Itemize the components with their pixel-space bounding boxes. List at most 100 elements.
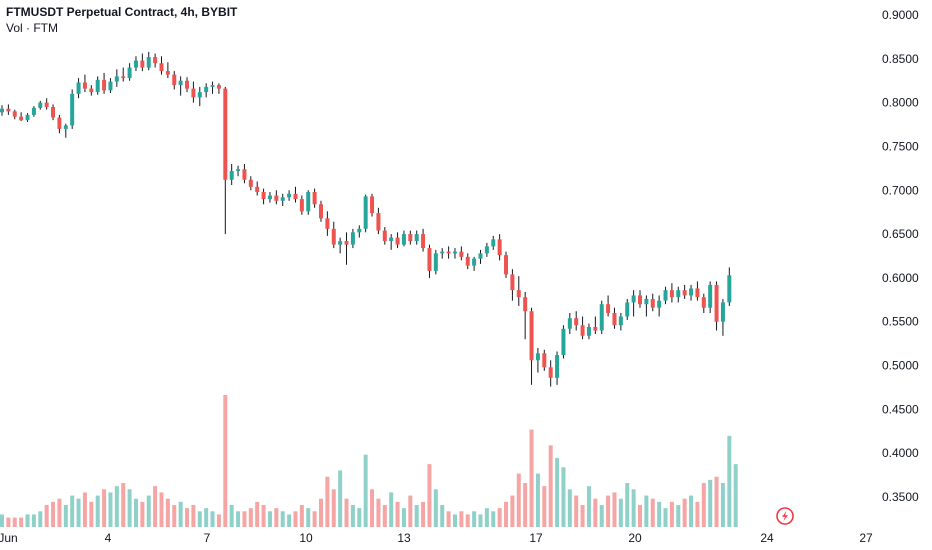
candle — [370, 193, 375, 217]
volume-bar — [708, 479, 713, 527]
time-tick-label: 27 — [859, 531, 873, 545]
candle-body — [599, 304, 604, 331]
candle-body — [389, 237, 394, 242]
volume-bar — [63, 505, 68, 527]
candle — [44, 98, 49, 110]
volume-bar — [121, 483, 126, 527]
volume-bar — [491, 511, 496, 527]
symbol-title[interactable]: FTMUSDT Perpetual Contract, 4h, BYBIT — [6, 5, 238, 19]
volume-bar — [229, 505, 234, 527]
candle-body — [401, 234, 406, 245]
candle-body — [242, 169, 247, 180]
candle — [669, 283, 674, 303]
candle — [720, 298, 725, 336]
candle-body — [638, 295, 642, 305]
chart-legend: FTMUSDT Perpetual Contract, 4h, BYBIT Vo… — [6, 4, 237, 36]
volume-bar — [440, 505, 445, 527]
candle — [51, 104, 56, 121]
candle-body — [676, 290, 681, 298]
candle — [682, 284, 687, 299]
candle — [114, 69, 119, 87]
price-tick-label: 0.6500 — [882, 227, 919, 241]
candle — [280, 193, 285, 207]
volume-bar — [197, 511, 202, 527]
volume-bar — [261, 505, 266, 527]
candle — [548, 360, 553, 387]
volume-bar — [146, 495, 151, 527]
candle-body — [153, 57, 158, 64]
candle-body — [312, 192, 317, 205]
candle-body — [657, 300, 662, 308]
candle-body — [76, 82, 81, 94]
volume-bar — [95, 495, 100, 527]
candle — [312, 188, 317, 208]
volume-bar — [338, 470, 343, 527]
volume-bar — [114, 486, 119, 527]
candle-body — [12, 111, 17, 117]
candle — [389, 234, 394, 250]
candle — [204, 83, 209, 98]
candle-body — [185, 80, 190, 89]
price-tick-label: 0.3500 — [882, 490, 919, 504]
volume-bar — [701, 483, 706, 527]
candle — [89, 85, 94, 96]
time-axis[interactable]: Jun 4 7 10 13 17 20 24 27 — [0, 531, 873, 545]
candle-body — [561, 328, 566, 356]
price-axis[interactable]: 0.9000 0.8500 0.8000 0.7500 0.7000 0.6500 0.60… — [882, 8, 919, 504]
volume-bar — [446, 511, 451, 527]
candle-body — [695, 288, 700, 298]
candle — [433, 249, 438, 275]
candle-body — [701, 297, 706, 308]
candle-body — [606, 304, 611, 313]
candle — [127, 63, 132, 81]
candle-body — [350, 232, 355, 245]
lightning-badge-icon[interactable] — [776, 507, 794, 525]
price-tick-label: 0.8500 — [882, 52, 919, 66]
candle — [612, 307, 617, 329]
volume-label[interactable]: Vol · FTM — [6, 21, 59, 35]
candle — [242, 163, 247, 184]
candle — [714, 281, 719, 331]
candle-body — [542, 353, 547, 368]
volume-bar — [606, 495, 611, 527]
volume-bar — [650, 498, 655, 527]
time-tick-label: 10 — [299, 531, 313, 545]
candle — [657, 295, 662, 317]
volume-bar — [720, 483, 725, 527]
candle-body — [159, 63, 164, 72]
candle — [236, 165, 241, 177]
candle-body — [6, 108, 11, 112]
candle-body — [127, 67, 132, 79]
candle — [82, 74, 87, 93]
price-tick-label: 0.9000 — [882, 8, 919, 22]
candle — [102, 72, 107, 94]
candle-body — [102, 79, 107, 91]
volume-bar — [555, 457, 560, 527]
candle — [363, 194, 368, 233]
candle-body — [504, 255, 509, 275]
candle — [274, 190, 279, 205]
candle — [708, 281, 713, 313]
candle-body — [529, 311, 534, 361]
candle-body — [51, 107, 56, 118]
volume-bar — [395, 501, 400, 527]
volume-bar — [370, 489, 375, 527]
candle-body — [274, 195, 279, 201]
volume-bar — [178, 501, 183, 527]
volume-bar — [510, 495, 515, 527]
candle-body — [325, 218, 330, 229]
volume-bar — [714, 476, 719, 527]
candle — [523, 291, 528, 340]
candle-body — [38, 102, 43, 108]
candle — [401, 230, 406, 247]
candle — [38, 100, 43, 110]
candle — [625, 298, 630, 320]
candle-body — [344, 241, 349, 245]
candle — [586, 323, 591, 340]
candle-body — [31, 107, 36, 115]
volume-bar — [504, 501, 509, 527]
candle-body — [555, 355, 560, 378]
volume-bar — [25, 514, 30, 527]
candle — [484, 242, 489, 257]
